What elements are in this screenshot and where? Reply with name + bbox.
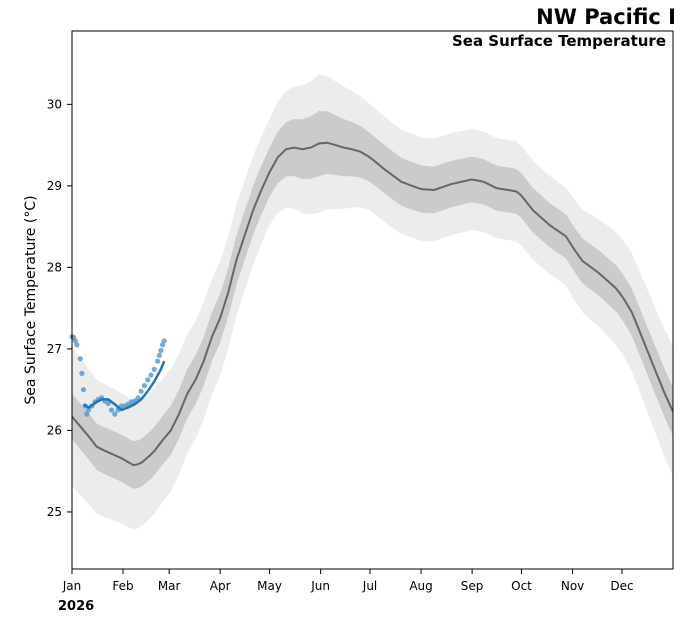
year-label: 2026 (58, 599, 94, 614)
y-tick-label: 30 (47, 97, 62, 111)
observed-point-25 (138, 388, 144, 394)
observed-point-29 (151, 366, 157, 372)
observed-point-32 (158, 347, 164, 354)
observed-point-31 (156, 352, 162, 358)
x-tick-label-feb: Feb (112, 579, 133, 593)
x-axis: Jan Feb Mar Apr May Jun Jul Aug Sep Oct Nov Dec (62, 569, 634, 593)
observed-point-3 (74, 342, 80, 348)
climatology-band-1std (72, 110, 673, 489)
y-tick-label: 29 (47, 179, 62, 193)
y-tick-label: 26 (47, 423, 62, 437)
x-tick-label-sep: Sep (461, 579, 484, 593)
observed-point-17 (112, 411, 118, 417)
x-tick-label-mar: Mar (158, 579, 181, 593)
observed-point-4 (77, 356, 83, 362)
chart-subtitle: Sea Surface Temperature (452, 32, 666, 50)
observed-point-16 (108, 407, 115, 413)
observed-point-5 (79, 370, 85, 376)
observed-point-8 (84, 411, 90, 417)
observed-point-24 (135, 395, 141, 401)
observed-point-33 (160, 342, 166, 348)
x-tick-label-oct: Oct (511, 579, 532, 593)
y-tick-label: 27 (47, 342, 62, 356)
observed-point-30 (155, 358, 161, 364)
x-tick-label-dec: Dec (610, 579, 633, 593)
x-tick-label-jan: Jan (62, 579, 82, 593)
y-axis-label: Sea Surface Temperature (°C) (23, 195, 39, 404)
observed-point-27 (145, 377, 151, 383)
climatology-mean-line (72, 141, 673, 467)
y-tick-label: 28 (47, 260, 62, 274)
observed-point-15 (105, 400, 111, 407)
observed-point-28 (148, 372, 154, 378)
observed-line (82, 360, 166, 412)
observed-point-26 (141, 383, 147, 389)
plot-frame (71, 30, 674, 570)
x-tick-label-nov: Nov (561, 579, 584, 593)
observed-point-2 (72, 338, 78, 344)
x-tick-label-apr: Apr (210, 579, 231, 593)
plot-area (69, 30, 674, 570)
chart-title: NW Pacific I (536, 5, 676, 29)
x-tick-label-jun: Jun (310, 579, 330, 593)
x-tick-label-may: May (257, 579, 282, 593)
observed-point-9 (85, 407, 92, 413)
x-tick-label-jul: Jul (362, 579, 377, 593)
x-tick-label-aug: Aug (409, 579, 432, 593)
y-tick-label: 25 (47, 505, 62, 519)
observed-point-6 (80, 387, 87, 393)
observed-point-34 (161, 338, 167, 344)
y-axis: 25 26 27 28 29 30 (47, 97, 72, 519)
